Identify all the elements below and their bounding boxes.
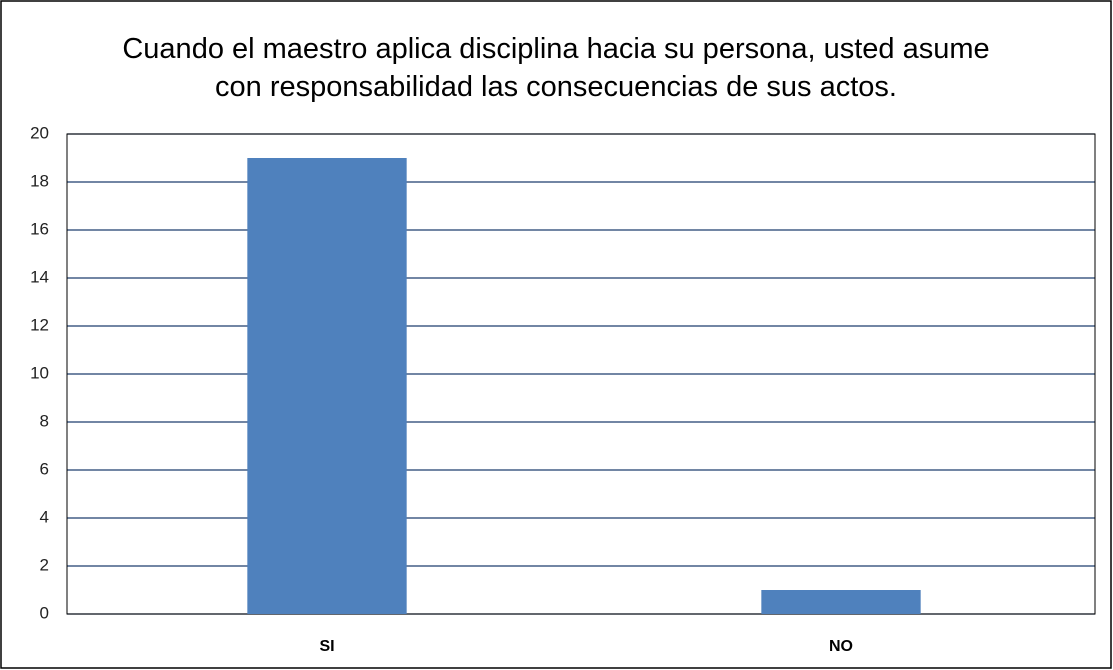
y-tick-label: 20 [30, 123, 49, 142]
y-tick-label: 16 [30, 219, 49, 238]
y-tick-label: 12 [30, 315, 49, 334]
y-tick-label: 18 [30, 171, 49, 190]
y-tick-label: 4 [40, 507, 49, 526]
plot-border [66, 133, 1096, 615]
bar [247, 158, 407, 614]
x-tick-label: NO [829, 638, 853, 655]
y-tick-label: 6 [40, 459, 49, 478]
y-tick-label: 2 [40, 555, 49, 574]
y-tick-label: 8 [40, 411, 49, 430]
chart-title: Cuando el maestro aplica disciplina haci… [122, 33, 990, 103]
y-tick-label: 0 [40, 603, 49, 622]
y-tick-label: 10 [30, 363, 49, 382]
bar [761, 590, 921, 614]
x-tick-label: SI [319, 638, 334, 655]
y-tick-label: 14 [30, 267, 49, 286]
